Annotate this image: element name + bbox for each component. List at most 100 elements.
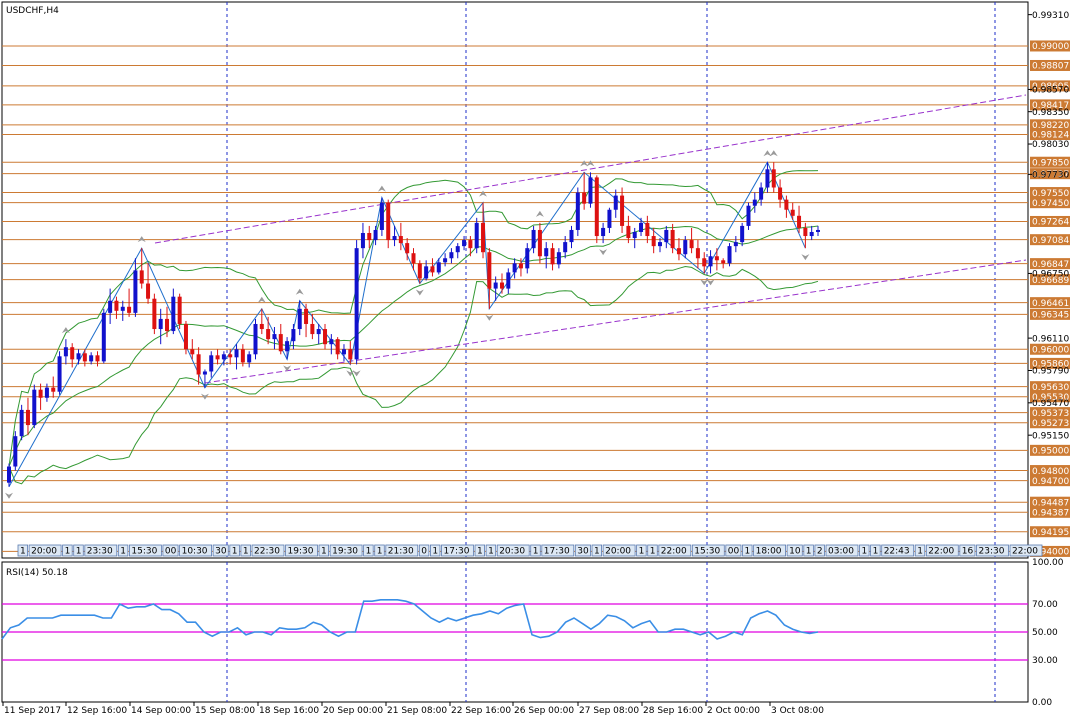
time-marker-38: 1 [806,547,812,557]
fractal-down-0 [5,492,13,499]
candle-body-15 [101,312,106,362]
level-tag-27 [1030,526,1070,538]
time-marker-16: 1 [366,547,372,557]
time-marker-43: 22:43 [884,547,910,557]
candle-body-79 [506,272,511,289]
candle-body-81 [518,263,523,269]
level-tag-13 [1030,274,1070,286]
time-marker-3: 1 [76,547,82,557]
candle-body-41 [266,329,271,340]
candle-body-16 [108,300,113,313]
level-tag-4 [1030,119,1070,131]
level-label-12: 0.96847 [1032,260,1069,270]
candle-body-78 [499,282,504,289]
level-tag-14 [1030,297,1070,309]
time-marker-5: 1 [120,547,126,557]
candle-body-120 [765,169,770,188]
level-tag-21 [1030,417,1070,429]
candle-body-28 [183,323,188,350]
time-label-10: 28 Sep 16:00 [643,706,703,716]
candle-body-76 [487,252,492,289]
candle-body-126 [803,227,808,237]
candle-body-127 [809,231,814,237]
price-tick-8: 0.95470 [1032,399,1069,409]
candle-body-114 [727,246,732,264]
candle-body-102 [651,236,656,247]
level-label-28: 0.94000 [1032,548,1069,558]
candle-body-22 [146,283,151,299]
upper-band [8,170,819,467]
candle-body-54 [348,349,353,360]
candle-body-117 [746,205,751,226]
candle-body-74 [474,222,479,249]
candle-body-75 [481,222,486,253]
time-marker-box-46 [959,544,976,557]
level-label-18: 0.95630 [1032,383,1069,393]
rsi-tick-4: 0.00 [1032,698,1052,708]
time-marker-31: 1 [650,547,656,557]
candlesticks [7,162,820,487]
candle-body-8 [57,356,62,392]
time-marker-8: 10:30 [182,547,208,557]
time-label-9: 27 Sep 08:00 [579,706,639,716]
time-marker-28: 1 [594,547,600,557]
time-marker-box-24 [496,544,530,557]
level-tag-16 [1030,343,1070,355]
candle-body-35 [228,354,233,358]
candle-body-38 [247,354,252,363]
level-label-15: 0.96345 [1032,311,1069,321]
level-tag-24 [1030,475,1070,487]
time-marker-48: 22:00 [1012,547,1038,557]
time-marker-box-44 [914,544,926,557]
candle-body-32 [209,355,214,372]
time-marker-7: 00 [165,547,177,557]
candle-body-119 [759,187,764,200]
level-tag-5 [1030,129,1070,141]
candle-body-69 [443,258,448,263]
candle-body-103 [657,242,662,247]
level-label-26: 0.94387 [1032,509,1069,519]
candle-body-61 [392,236,397,241]
time-marker-box-45 [925,544,959,557]
price-tick-0: 0.99310 [1032,11,1069,21]
time-marker-34: 00 [728,547,740,557]
time-marker-box-10 [229,544,240,557]
time-marker-box-28 [591,544,603,557]
time-marker-36: 18:00 [756,547,782,557]
candle-body-71 [455,246,460,253]
time-marker-box-41 [859,544,870,557]
candle-body-73 [468,240,473,249]
candle-body-1 [13,436,18,467]
level-tag-8 [1030,187,1070,199]
time-marker-29: 20:00 [605,547,631,557]
candle-body-116 [740,225,745,243]
time-marker-box-1 [28,544,62,557]
candle-body-83 [531,229,536,249]
fractal-down-3 [200,393,209,400]
candle-body-12 [82,353,87,362]
candle-body-30 [196,354,201,375]
time-label-4: 18 Sep 16:00 [259,706,319,716]
candle-body-77 [493,282,498,289]
candle-body-128 [816,229,820,232]
candle-body-108 [689,240,694,249]
time-marker-box-17 [374,544,385,557]
time-marker-box-34 [725,544,742,557]
fractal-up-11 [479,190,488,197]
candle-body-82 [525,248,530,269]
time-marker-box-32 [658,544,692,557]
time-marker-box-39 [814,544,825,557]
level-tag-9 [1030,197,1070,209]
time-marker-47: 23:30 [979,547,1005,557]
time-marker-box-12 [251,544,285,557]
time-marker-box-29 [602,544,636,557]
time-marker-13: 19:30 [288,547,314,557]
time-label-7: 22 Sep 16:00 [451,706,511,716]
time-marker-box-0 [17,544,29,557]
rsi-tick-1: 70.00 [1032,600,1058,610]
candle-body-29 [190,349,195,355]
level-label-13: 0.96689 [1032,276,1069,286]
candle-body-110 [702,258,707,267]
candle-body-111 [708,256,713,267]
candle-body-123 [784,199,789,210]
